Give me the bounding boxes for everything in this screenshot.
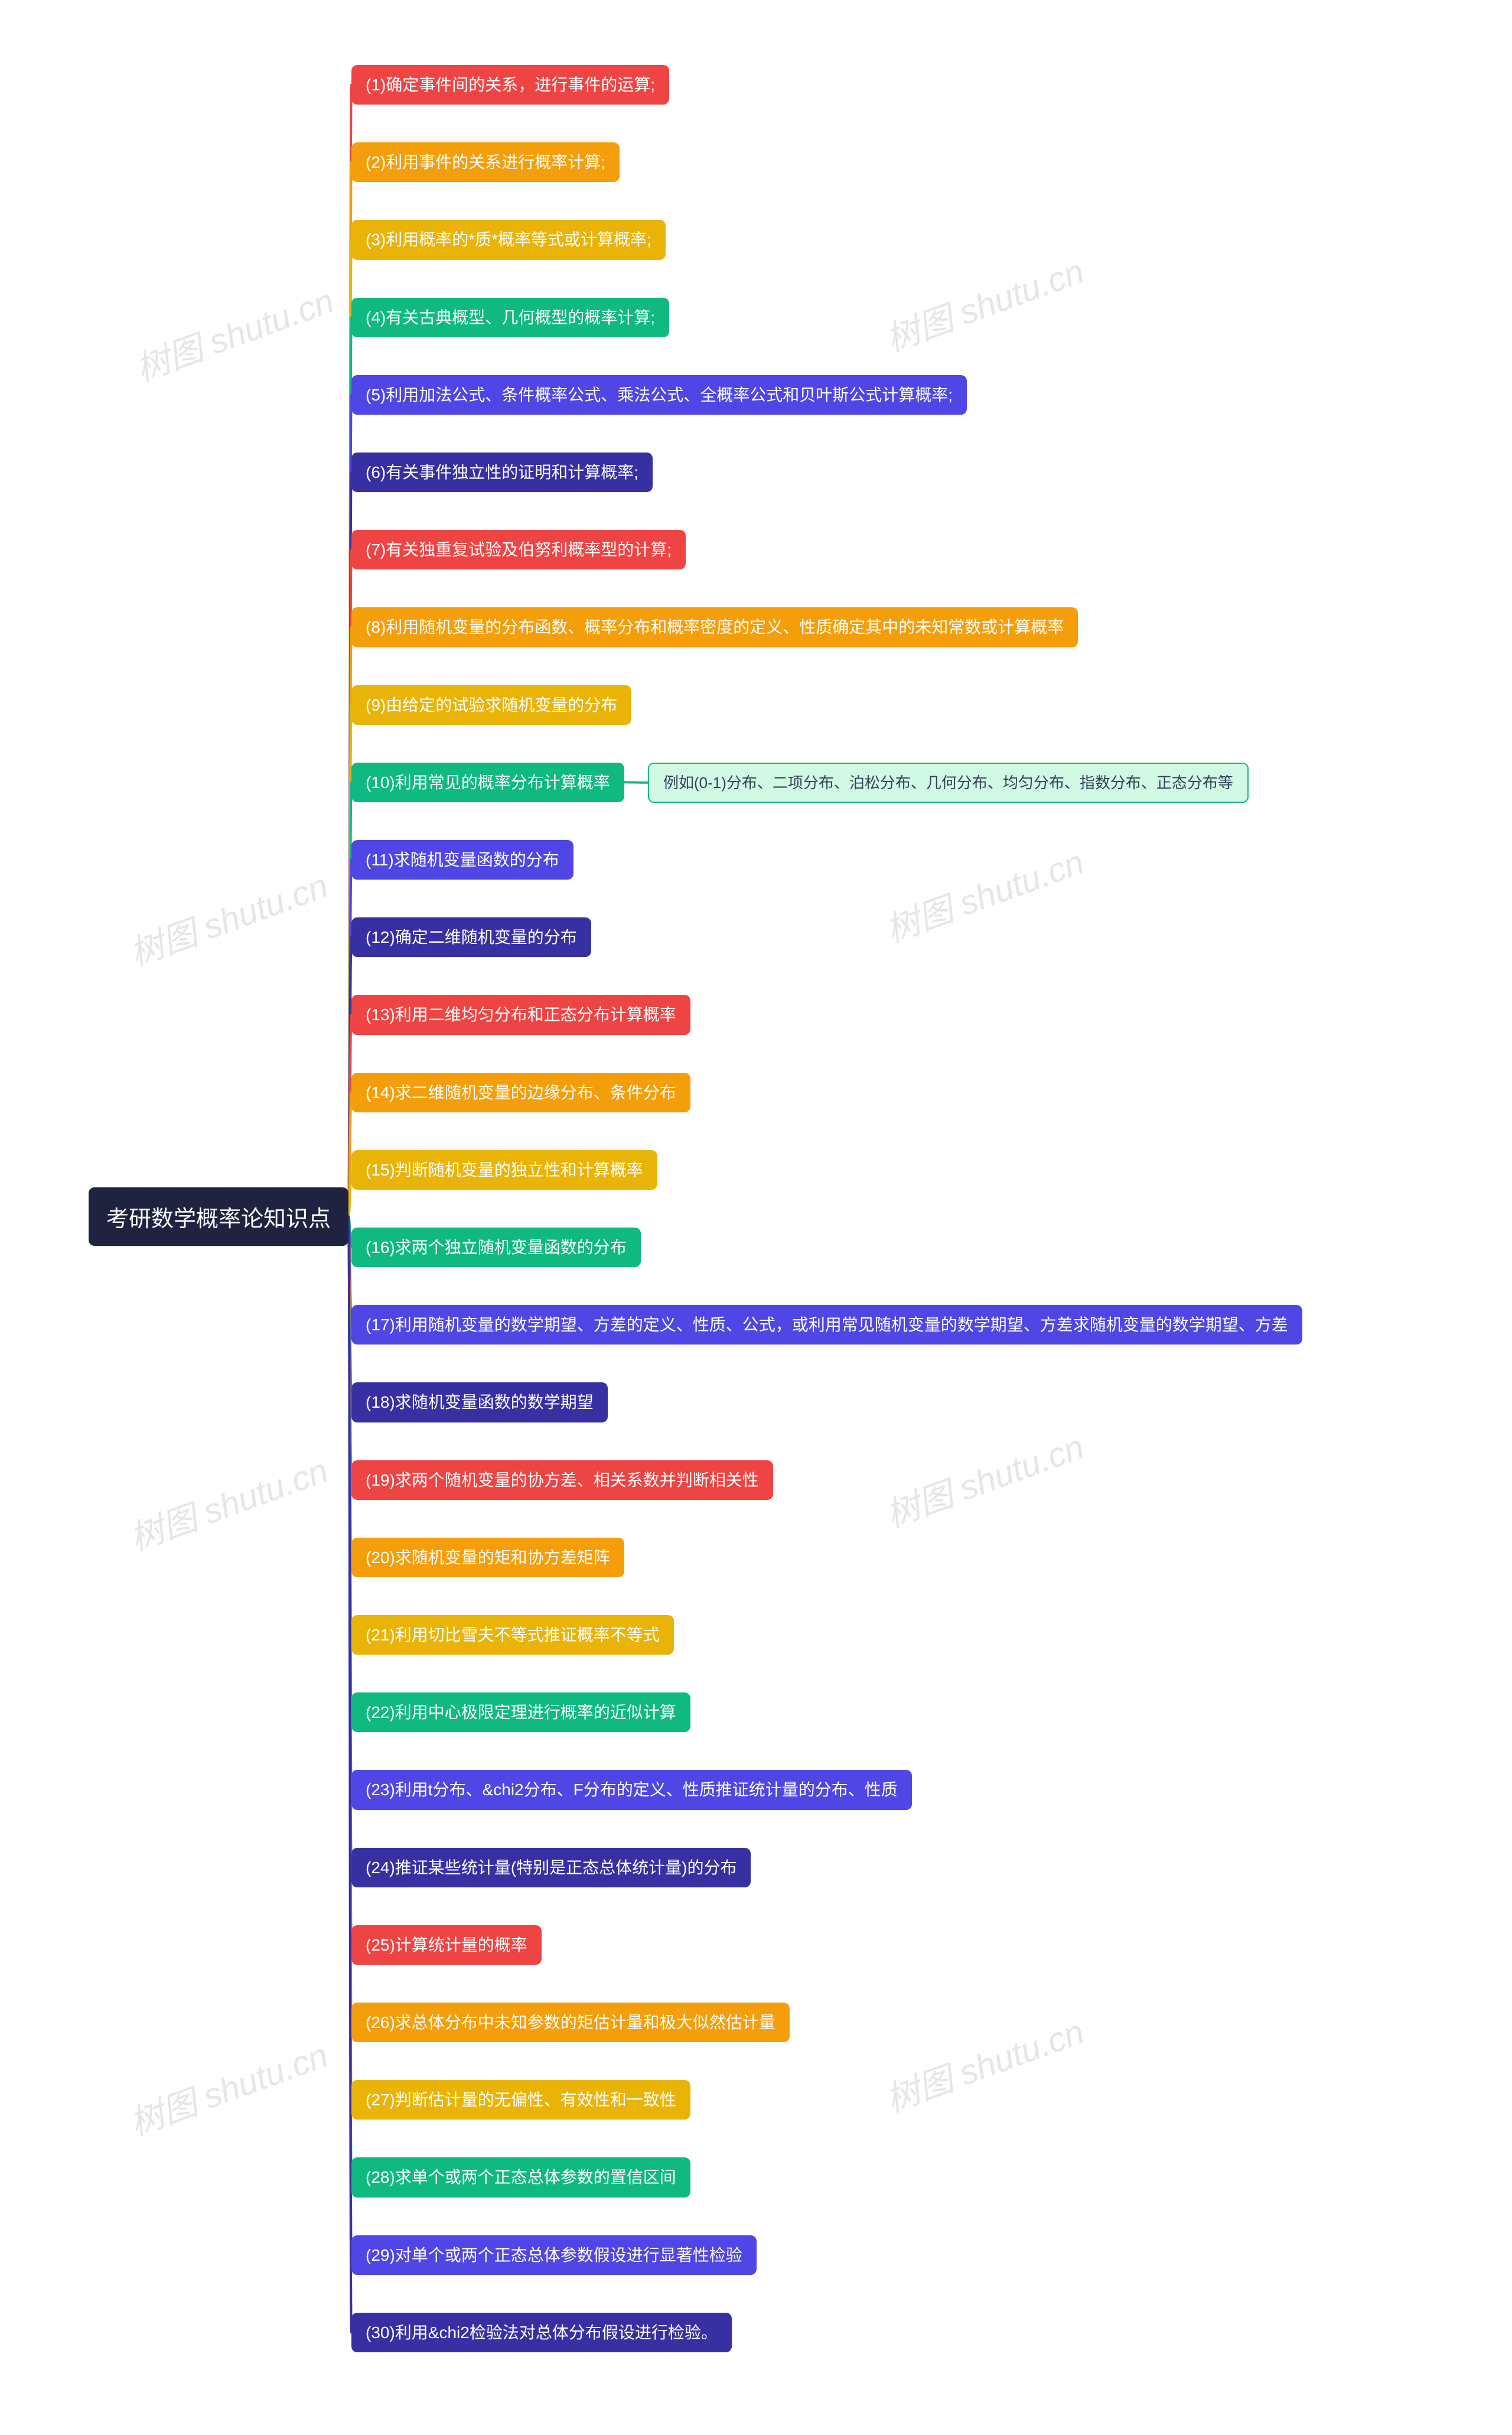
item-node-21[interactable]: (21)利用切比雪夫不等式推证概率不等式: [351, 1615, 674, 1655]
connector: [624, 782, 648, 783]
connector: [348, 550, 351, 1217]
mindmap-canvas: 树图 shutu.cn 树图 shutu.cn 树图 shutu.cn 树图 shut…: [0, 0, 1512, 2435]
item-node-15[interactable]: (15)判断随机变量的独立性和计算概率: [351, 1150, 657, 1190]
item-node-19[interactable]: (19)求两个随机变量的协方差、相关系数并判断相关性: [351, 1460, 773, 1500]
item-node-3[interactable]: (3)利用概率的*质*概率等式或计算概率;: [351, 220, 666, 259]
item-node-14[interactable]: (14)求二维随机变量的边缘分布、条件分布: [351, 1073, 690, 1112]
root-node[interactable]: 考研数学概率论知识点: [89, 1187, 348, 1246]
item-node-13[interactable]: (13)利用二维均匀分布和正态分布计算概率: [351, 995, 690, 1034]
watermark: 树图 shutu.cn: [122, 2027, 334, 2145]
item-node-24[interactable]: (24)推证某些统计量(特别是正态总体统计量)的分布: [351, 1848, 751, 1887]
item-node-12[interactable]: (12)确定二维随机变量的分布: [351, 917, 591, 957]
watermark: 树图 shutu.cn: [122, 858, 334, 975]
item-node-25[interactable]: (25)计算统计量的概率: [351, 1925, 542, 1965]
connector: [348, 1217, 351, 2100]
item-node-30[interactable]: (30)利用&chi2检验法对总体分布假设进行检验。: [351, 2313, 732, 2352]
item-node-11[interactable]: (11)求随机变量函数的分布: [351, 840, 573, 880]
sub-node-10[interactable]: 例如(0-1)分布、二项分布、泊松分布、几何分布、均匀分布、指数分布、正态分布等: [648, 763, 1249, 803]
watermark: 树图 shutu.cn: [878, 834, 1090, 952]
item-node-22[interactable]: (22)利用中心极限定理进行概率的近似计算: [351, 1692, 690, 1732]
item-node-10[interactable]: (10)利用常见的概率分布计算概率: [351, 763, 624, 802]
item-node-1[interactable]: (1)确定事件间的关系，进行事件的运算;: [351, 65, 669, 105]
item-node-5[interactable]: (5)利用加法公式、条件概率公式、乘法公式、全概率公式和贝叶斯公式计算概率;: [351, 375, 967, 415]
item-node-17[interactable]: (17)利用随机变量的数学期望、方差的定义、性质、公式，或利用常见随机变量的数学…: [351, 1305, 1302, 1345]
item-node-29[interactable]: (29)对单个或两个正态总体参数假设进行显著性检验: [351, 2235, 757, 2275]
item-node-8[interactable]: (8)利用随机变量的分布函数、概率分布和概率密度的定义、性质确定其中的未知常数或…: [351, 607, 1078, 647]
item-node-4[interactable]: (4)有关古典概型、几何概型的概率计算;: [351, 298, 669, 337]
watermark: 树图 shutu.cn: [878, 2004, 1090, 2121]
item-node-18[interactable]: (18)求随机变量函数的数学期望: [351, 1382, 608, 1422]
watermark: 树图 shutu.cn: [878, 243, 1090, 361]
item-node-26[interactable]: (26)求总体分布中未知参数的矩估计量和极大似然估计量: [351, 2003, 790, 2042]
item-node-28[interactable]: (28)求单个或两个正态总体参数的置信区间: [351, 2157, 690, 2197]
item-node-6[interactable]: (6)有关事件独立性的证明和计算概率;: [351, 453, 653, 492]
connector: [348, 1015, 351, 1217]
watermark: 树图 shutu.cn: [122, 1443, 334, 1560]
item-node-2[interactable]: (2)利用事件的关系进行概率计算;: [351, 142, 620, 182]
item-node-20[interactable]: (20)求随机变量的矩和协方差矩阵: [351, 1538, 624, 1577]
item-node-9[interactable]: (9)由给定的试验求随机变量的分布: [351, 685, 631, 725]
watermark: 树图 shutu.cn: [878, 1419, 1090, 1536]
item-node-7[interactable]: (7)有关独重复试验及伯努利概率型的计算;: [351, 530, 686, 569]
watermark: 树图 shutu.cn: [128, 273, 340, 390]
item-node-23[interactable]: (23)利用t分布、&chi2分布、F分布的定义、性质推证统计量的分布、性质: [351, 1770, 912, 1809]
item-node-27[interactable]: (27)判断估计量的无偏性、有效性和一致性: [351, 2080, 690, 2120]
item-node-16[interactable]: (16)求两个独立随机变量函数的分布: [351, 1228, 641, 1267]
